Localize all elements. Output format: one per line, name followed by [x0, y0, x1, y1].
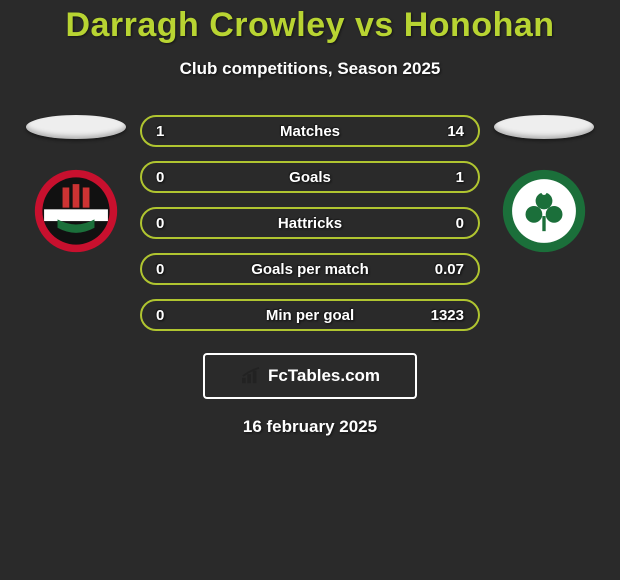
bar-chart-icon [240, 367, 262, 385]
stats-column: 1 Matches 14 0 Goals 1 0 Hattricks 0 0 G… [140, 115, 480, 331]
stat-right-value: 1 [456, 169, 464, 186]
stat-row-matches: 1 Matches 14 [140, 115, 480, 147]
stat-right-value: 0 [456, 215, 464, 232]
stat-right-value: 14 [447, 123, 464, 140]
main-area: 1 Matches 14 0 Goals 1 0 Hattricks 0 0 G… [0, 115, 620, 331]
cork-city-crest-icon [34, 169, 118, 253]
left-player-puck [26, 115, 126, 139]
stat-right-value: 1323 [431, 307, 464, 324]
right-player-puck [494, 115, 594, 139]
stat-label: Goals [289, 169, 331, 186]
left-player-side [26, 115, 126, 253]
stat-row-min-per-goal: 0 Min per goal 1323 [140, 299, 480, 331]
page-title: Darragh Crowley vs Honohan [0, 6, 620, 45]
brand-text: FcTables.com [268, 366, 380, 386]
right-player-side [494, 115, 594, 253]
stat-row-hattricks: 0 Hattricks 0 [140, 207, 480, 239]
stat-label: Hattricks [278, 215, 342, 232]
stat-left-value: 1 [156, 123, 164, 140]
shamrock-rovers-crest-icon [502, 169, 586, 253]
stat-right-value: 0.07 [435, 261, 464, 278]
infographic-container: Darragh Crowley vs Honohan Club competit… [0, 0, 620, 437]
stat-row-goals: 0 Goals 1 [140, 161, 480, 193]
right-club-badge [502, 169, 586, 253]
stat-label: Matches [280, 123, 340, 140]
stat-left-value: 0 [156, 215, 164, 232]
stat-left-value: 0 [156, 307, 164, 324]
left-club-badge [34, 169, 118, 253]
stat-row-goals-per-match: 0 Goals per match 0.07 [140, 253, 480, 285]
subtitle: Club competitions, Season 2025 [0, 59, 620, 79]
brand-box: FcTables.com [203, 353, 417, 399]
stat-label: Min per goal [266, 307, 354, 324]
date-text: 16 february 2025 [0, 417, 620, 437]
stat-label: Goals per match [251, 261, 369, 278]
stat-left-value: 0 [156, 261, 164, 278]
stat-left-value: 0 [156, 169, 164, 186]
